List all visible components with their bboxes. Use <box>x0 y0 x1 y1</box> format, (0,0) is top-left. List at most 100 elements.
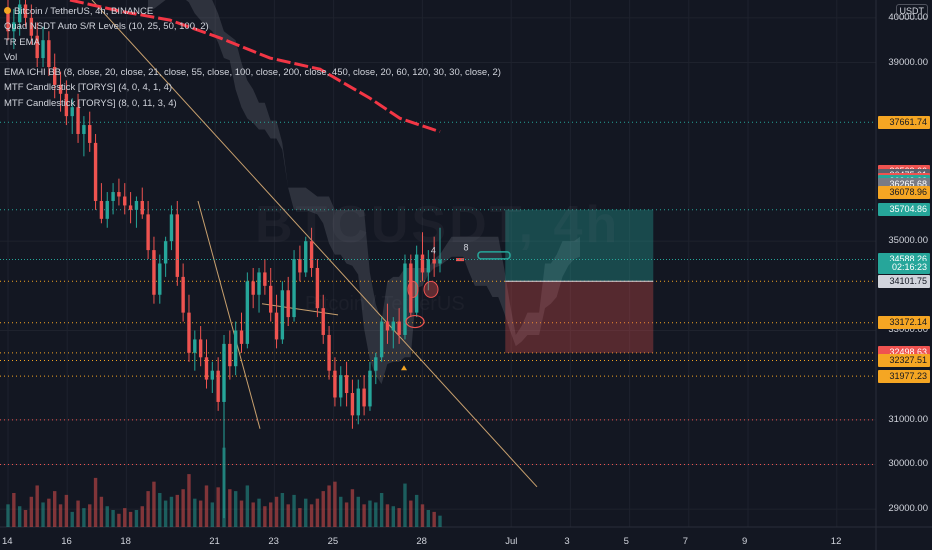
price-axis-label: 40000.00 <box>888 11 928 23</box>
volume-bar <box>321 491 325 527</box>
volume-bar <box>17 506 22 527</box>
price-tag[interactable]: 37661.74 <box>878 115 930 129</box>
candle-body <box>134 200 139 210</box>
volume-bar <box>47 498 51 527</box>
candle-body <box>41 40 45 59</box>
candle-body <box>6 13 10 32</box>
volume-bar <box>438 515 442 527</box>
symbol-title-row[interactable]: Bitcoin / TetherUS, 4h, BINANCE <box>4 4 501 19</box>
time-axis-label: 21 <box>209 536 220 547</box>
candle-body <box>298 259 302 273</box>
price-tag[interactable]: 32327.51 <box>878 354 930 368</box>
candle-body <box>53 66 57 85</box>
candle-body <box>228 343 232 367</box>
candle-body <box>99 200 104 219</box>
price-axis-label: 30000.00 <box>888 458 928 470</box>
candle-body <box>88 125 92 143</box>
candle-body <box>327 334 331 371</box>
volume-bar <box>385 504 390 527</box>
candle-body <box>432 259 436 264</box>
candle-body <box>245 281 250 344</box>
volume-bar <box>269 502 273 527</box>
price-tag[interactable]: 33172.14 <box>878 316 930 330</box>
candle-body <box>146 214 150 251</box>
candle-body <box>193 339 197 353</box>
pattern-label: 4 <box>431 246 436 256</box>
pattern-label: 8 <box>463 243 468 253</box>
candle-body <box>222 343 226 402</box>
volume-bar <box>12 493 16 527</box>
candle-body <box>374 357 378 371</box>
candle-body <box>17 4 22 23</box>
candle-body <box>111 192 115 201</box>
volume-bar <box>245 485 250 527</box>
time-axis-label: 7 <box>682 536 689 547</box>
time-axis-label: 28 <box>416 536 427 547</box>
price-tag[interactable]: 36078.96 <box>878 186 930 200</box>
volume-bar <box>216 487 220 527</box>
candle-body <box>339 375 343 398</box>
volume-bar <box>204 485 209 527</box>
volume-bar <box>315 498 320 527</box>
volume-bar <box>187 474 191 527</box>
ema-line <box>69 0 441 134</box>
candle-body <box>117 192 121 197</box>
candle-body <box>280 290 285 340</box>
candle-body <box>420 254 425 273</box>
candle-body <box>29 17 34 36</box>
candle-body <box>409 263 413 313</box>
candle-body <box>292 259 296 318</box>
volume-bar <box>426 510 431 527</box>
volume-bar <box>105 506 109 527</box>
volume-bar <box>140 506 144 527</box>
volume-bar <box>239 500 244 527</box>
pattern-circle <box>407 280 419 298</box>
volume-bar <box>53 491 57 527</box>
candle-body <box>204 357 209 380</box>
candle-body <box>76 107 80 134</box>
volume-bar <box>181 489 185 527</box>
price-tag[interactable]: 02:16:23 <box>878 261 930 275</box>
volume-bar <box>257 498 261 527</box>
candle-body <box>251 281 255 295</box>
volume-bar <box>233 491 238 527</box>
volume-bar <box>327 485 331 527</box>
volume-bar <box>397 508 401 527</box>
price-tag[interactable]: 35704.86 <box>878 203 930 217</box>
price-tag[interactable]: 34101.75 <box>878 274 930 288</box>
volume-bar <box>339 496 343 527</box>
symbol-title: Bitcoin / TetherUS, 4h, BINANCE <box>14 6 154 17</box>
volume-bar <box>70 511 74 527</box>
candle-body <box>362 388 366 407</box>
indicator-row[interactable]: TR EMA <box>4 36 40 48</box>
price-axis-label: 35000.00 <box>888 235 928 247</box>
candle-body <box>274 312 279 340</box>
indicator-row[interactable]: MTF Candlestick [TORYS] (4, 0, 4, 1, 4) <box>4 82 173 94</box>
indicator-row[interactable]: EMA ICHI BB (8, close, 20, close, 21, cl… <box>4 67 501 79</box>
volume-bar <box>409 500 413 527</box>
time-axis-label: 18 <box>120 536 131 547</box>
indicator-row[interactable]: Vol <box>4 51 18 63</box>
time-axis-label: 25 <box>327 536 339 547</box>
symbol-watermark: BTCUSDT, 4h <box>255 196 621 254</box>
candle-body <box>239 330 244 344</box>
volume-bar <box>198 500 203 527</box>
candle-body <box>140 200 144 215</box>
candle-body <box>286 290 290 318</box>
indicator-row[interactable]: Quad NSDT Auto S/R Levels (10, 25, 50, 1… <box>4 21 209 33</box>
volume-bar <box>158 493 162 527</box>
price-tag[interactable]: 31977.23 <box>878 369 930 383</box>
volume-bar <box>274 496 279 527</box>
candle-body <box>438 259 442 264</box>
volume-bar <box>432 511 436 527</box>
currency-selector[interactable]: USDT <box>895 4 928 19</box>
indicator-legend: Bitcoin / TetherUS, 4h, BINANCE Quad NSD… <box>4 4 501 111</box>
volume-bar <box>6 504 10 527</box>
indicator-row[interactable]: MTF Candlestick [TORYS] (8, 0, 11, 3, 4) <box>4 97 177 109</box>
candle-body <box>356 388 360 416</box>
candle-body <box>158 263 162 295</box>
volume-bar <box>298 508 302 527</box>
candle-body <box>269 285 273 313</box>
volume-bar <box>193 498 197 527</box>
